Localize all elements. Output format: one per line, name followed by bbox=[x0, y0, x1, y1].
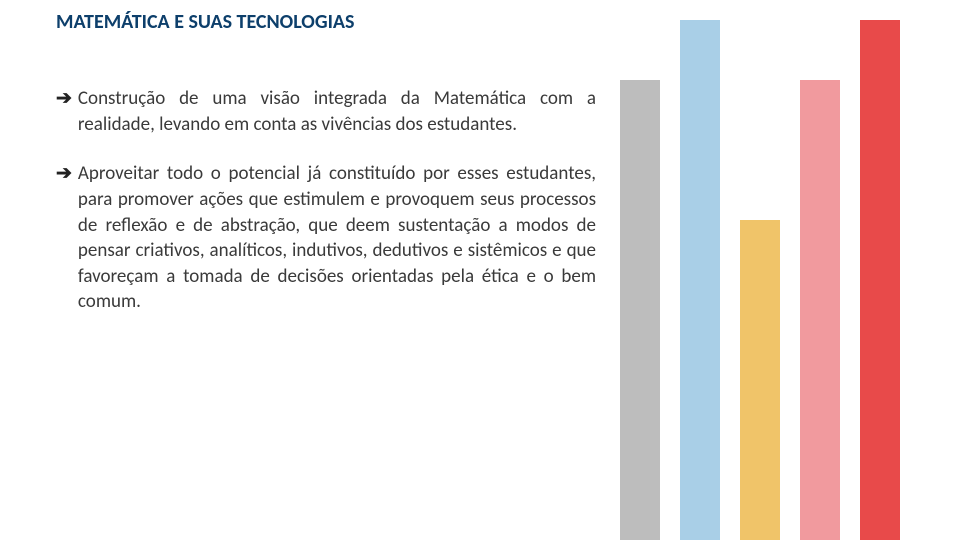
arrow-icon: ➔ bbox=[56, 86, 72, 137]
page-number-badge: 15 bbox=[922, 22, 952, 52]
page-title: MATEMÁTICA E SUAS TECNOLOGIAS bbox=[56, 10, 354, 34]
bullet-text: Construção de uma visão integrada da Mat… bbox=[78, 86, 596, 137]
bar-3 bbox=[740, 220, 780, 540]
content-area: ➔ Construção de uma visão integrada da M… bbox=[56, 86, 596, 339]
page-number: 15 bbox=[931, 31, 942, 44]
decorative-bar-chart bbox=[620, 0, 960, 540]
bar-2 bbox=[680, 20, 720, 540]
bullet-text: Aproveitar todo o potencial já constituí… bbox=[78, 161, 596, 315]
arrow-icon: ➔ bbox=[56, 161, 72, 315]
bullet-item: ➔ Construção de uma visão integrada da M… bbox=[56, 86, 596, 137]
bullet-item: ➔ Aproveitar todo o potencial já constit… bbox=[56, 161, 596, 315]
bar-4 bbox=[800, 80, 840, 540]
bar-5 bbox=[860, 20, 900, 540]
bar-1 bbox=[620, 80, 660, 540]
